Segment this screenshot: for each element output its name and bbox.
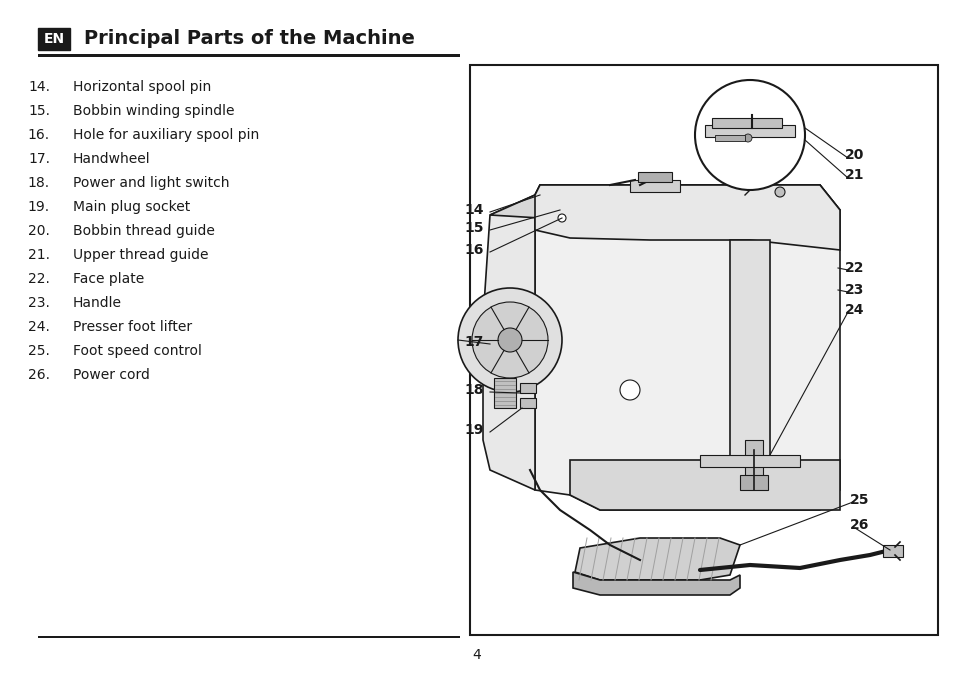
Text: Handwheel: Handwheel	[73, 152, 151, 166]
Bar	[704, 125, 794, 137]
Text: 24.: 24.	[28, 320, 50, 334]
Polygon shape	[535, 185, 840, 250]
Polygon shape	[535, 185, 840, 510]
Text: 23.: 23.	[28, 296, 50, 310]
Text: 20: 20	[844, 148, 863, 162]
Text: Foot speed control: Foot speed control	[73, 344, 202, 358]
Bar	[38, 636, 459, 638]
Text: 15.: 15.	[28, 104, 50, 118]
Bar	[882, 545, 902, 557]
Text: 17.: 17.	[28, 152, 50, 166]
Text: Main plug socket: Main plug socket	[73, 200, 190, 214]
Text: 26: 26	[849, 518, 868, 532]
Text: Hole for auxiliary spool pin: Hole for auxiliary spool pin	[73, 128, 259, 142]
Bar	[519, 398, 536, 408]
Text: 21: 21	[844, 168, 863, 182]
Text: 18: 18	[464, 383, 483, 397]
Polygon shape	[573, 572, 740, 595]
Text: 25: 25	[849, 493, 868, 507]
Text: 4: 4	[472, 648, 481, 662]
Text: 19: 19	[464, 423, 483, 437]
Text: 22.: 22.	[28, 272, 50, 286]
Bar	[38, 54, 459, 57]
Circle shape	[497, 328, 521, 352]
Circle shape	[695, 80, 804, 190]
Bar	[519, 383, 536, 393]
Bar	[629, 180, 679, 192]
Bar	[638, 172, 671, 182]
Text: Handle: Handle	[73, 296, 122, 310]
Text: Face plate: Face plate	[73, 272, 144, 286]
Text: 21.: 21.	[28, 248, 50, 262]
Circle shape	[619, 380, 639, 400]
Text: 24: 24	[844, 303, 863, 317]
Bar	[470, 65, 937, 635]
Circle shape	[743, 134, 751, 142]
Circle shape	[457, 288, 561, 392]
Text: 14: 14	[464, 203, 483, 217]
Text: 19.: 19.	[28, 200, 50, 214]
Text: EN: EN	[44, 32, 65, 46]
Bar	[711, 118, 781, 128]
Text: 16: 16	[464, 243, 483, 257]
Text: 17: 17	[464, 335, 483, 349]
Text: Power cord: Power cord	[73, 368, 150, 382]
Bar	[744, 440, 762, 480]
Text: 15: 15	[464, 221, 483, 235]
Text: Horizontal spool pin: Horizontal spool pin	[73, 80, 211, 94]
Bar	[714, 135, 744, 141]
Polygon shape	[569, 460, 840, 510]
Text: 25.: 25.	[28, 344, 50, 358]
Bar	[494, 378, 516, 408]
Bar	[700, 455, 800, 467]
Polygon shape	[575, 538, 740, 580]
Text: 14.: 14.	[28, 80, 50, 94]
Text: Bobbin winding spindle: Bobbin winding spindle	[73, 104, 234, 118]
Text: Presser foot lifter: Presser foot lifter	[73, 320, 192, 334]
Text: Power and light switch: Power and light switch	[73, 176, 230, 190]
Text: Principal Parts of the Machine: Principal Parts of the Machine	[84, 30, 415, 48]
Polygon shape	[482, 195, 535, 490]
Text: 20.: 20.	[28, 224, 50, 238]
Polygon shape	[490, 185, 840, 225]
Bar	[38, 28, 70, 50]
Circle shape	[472, 302, 547, 378]
Polygon shape	[729, 240, 769, 460]
Circle shape	[558, 214, 565, 222]
Bar	[740, 475, 767, 490]
Text: Upper thread guide: Upper thread guide	[73, 248, 209, 262]
Text: 16.: 16.	[28, 128, 50, 142]
Text: 18.: 18.	[28, 176, 50, 190]
Text: Bobbin thread guide: Bobbin thread guide	[73, 224, 214, 238]
Text: 23: 23	[844, 283, 863, 297]
Text: 22: 22	[844, 261, 863, 275]
Circle shape	[774, 187, 784, 197]
Text: 26.: 26.	[28, 368, 50, 382]
